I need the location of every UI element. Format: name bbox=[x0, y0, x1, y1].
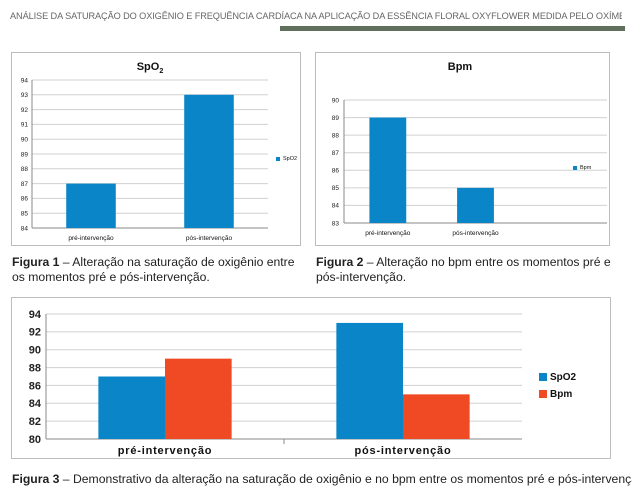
figure-3-text: – Demonstrativo da alteração na saturaçã… bbox=[59, 472, 632, 486]
y-tick-label: 87 bbox=[332, 150, 340, 157]
bar-spo2-1 bbox=[184, 94, 234, 228]
legend-swatch bbox=[539, 373, 547, 381]
y-tick-label: 90 bbox=[21, 136, 29, 143]
y-tick-label: 88 bbox=[21, 166, 29, 173]
chart-panel-combined: 80 82 84 86 88 90 92 94 pré-intervenção pós-inter… bbox=[11, 297, 611, 459]
chart-title: SpO2 bbox=[137, 61, 164, 75]
legend-label: SpO2 bbox=[283, 156, 297, 162]
bar-spo2-0 bbox=[66, 183, 116, 228]
figure-2-label: Figura 2 bbox=[316, 255, 364, 269]
y-tick-label: 85 bbox=[21, 210, 29, 217]
y-tick-label: 94 bbox=[21, 77, 29, 84]
figure-3-caption: Figura 3 – Demonstrativo da alteração na… bbox=[12, 472, 632, 487]
y-tick-label: 84 bbox=[29, 398, 42, 410]
bar-bpm-0 bbox=[165, 358, 232, 439]
figure-3-label: Figura 3 bbox=[12, 472, 60, 486]
y-tick-label: 88 bbox=[29, 362, 41, 374]
chart-panel-bpm: Bpm 83 84 85 86 87 88 89 90 pré-intervenção pós-in… bbox=[315, 52, 610, 246]
legend-swatch bbox=[539, 390, 547, 398]
legend-swatch bbox=[276, 157, 280, 161]
header-rule bbox=[280, 26, 625, 31]
legend-swatch bbox=[573, 166, 577, 170]
y-tick-label: 84 bbox=[332, 203, 340, 210]
y-tick-label: 94 bbox=[29, 309, 42, 321]
x-tick-label: pré-intervenção bbox=[118, 445, 213, 457]
bar-bpm-0 bbox=[369, 117, 407, 223]
y-tick-label: 92 bbox=[29, 327, 41, 339]
legend-label: Bpm bbox=[550, 389, 572, 400]
y-tick-label: 87 bbox=[21, 181, 29, 188]
x-tick-label: pós-intervenção bbox=[355, 445, 452, 457]
y-tick-label: 90 bbox=[29, 345, 41, 357]
bar-bpm-1 bbox=[457, 187, 494, 223]
legend-label: Bpm bbox=[580, 165, 592, 171]
chart-bpm: Bpm 83 84 85 86 87 88 89 90 pré-intervenção pós-in… bbox=[332, 61, 607, 237]
figure-2-caption: Figura 2 – Alteração no bpm entre os mom… bbox=[316, 255, 616, 285]
running-title: ANÁLISE DA SATURAÇÃO DO OXIGÊNIO E FREQU… bbox=[10, 11, 622, 21]
y-tick-label: 83 bbox=[332, 220, 340, 227]
bar-spo2-1 bbox=[336, 322, 403, 439]
y-tick-label: 88 bbox=[332, 132, 340, 139]
figure-1-label: Figura 1 bbox=[12, 255, 60, 269]
y-tick-label: 86 bbox=[29, 380, 41, 392]
y-tick-label: 89 bbox=[21, 151, 29, 158]
y-tick-label: 86 bbox=[332, 168, 340, 175]
chart-combined: 80 82 84 86 88 90 92 94 pré-intervenção pós-inter… bbox=[29, 309, 577, 457]
y-tick-label: 80 bbox=[29, 434, 41, 446]
figure-2-text: – Alteração no bpm entre os momentos pré… bbox=[316, 255, 611, 284]
chart-title: Bpm bbox=[448, 61, 473, 73]
y-tick-label: 90 bbox=[332, 97, 340, 104]
x-tick-label: pós-intervenção bbox=[186, 235, 233, 242]
y-tick-label: 85 bbox=[332, 185, 340, 192]
x-tick-label: pós-intervenção bbox=[452, 230, 499, 237]
figure-1-caption: Figura 1 – Alteração na saturação de oxi… bbox=[12, 255, 302, 285]
y-tick-label: 93 bbox=[21, 92, 29, 99]
chart-panel-spo2: SpO2 84 85 86 87 88 89 90 91 92 93 94 pré-intervençã… bbox=[11, 52, 301, 246]
x-tick-label: pré-intervenção bbox=[365, 230, 411, 237]
y-tick-label: 86 bbox=[21, 196, 29, 203]
y-tick-label: 89 bbox=[332, 115, 340, 122]
y-tick-label: 92 bbox=[21, 107, 29, 114]
legend-label: SpO2 bbox=[550, 372, 577, 383]
y-tick-label: 84 bbox=[21, 225, 29, 232]
y-tick-label: 91 bbox=[21, 122, 29, 129]
y-tick-label: 82 bbox=[29, 416, 41, 428]
figure-1-text: – Alteração na saturação de oxigênio ent… bbox=[12, 255, 295, 284]
bar-bpm-1 bbox=[403, 394, 470, 439]
chart-spo2: SpO2 84 85 86 87 88 89 90 91 92 93 94 pré-intervençã… bbox=[21, 61, 297, 242]
x-tick-label: pré-intervenção bbox=[68, 235, 114, 242]
bar-spo2-0 bbox=[98, 376, 165, 439]
